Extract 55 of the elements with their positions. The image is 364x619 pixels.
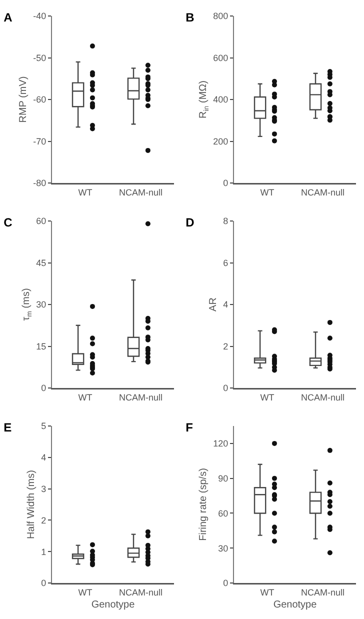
y-axis-title: Half Width (ms) (26, 470, 38, 539)
y-tick-label: 30 (218, 543, 228, 554)
y-tick-label: 4 (223, 300, 228, 310)
y-tick-label: 30 (36, 300, 46, 310)
chart-title: F (186, 420, 193, 434)
y-tick-label: -70 (33, 136, 46, 146)
x-tick-label: WT (78, 587, 93, 598)
x-tick-label: WT (78, 187, 93, 198)
x-axis-title: Genotype (91, 600, 136, 611)
chart-title: B (186, 10, 195, 24)
y-tick-label: -80 (33, 178, 46, 188)
x-tick-label: WT (260, 587, 275, 598)
y-tick-label: 0 (41, 578, 46, 588)
y-tick-label: 0 (223, 383, 228, 394)
chart-title: A (4, 10, 13, 24)
y-tick-label: 60 (218, 508, 228, 518)
y-tick-label: 45 (36, 258, 46, 268)
y-tick-label: 15 (36, 341, 46, 352)
y-tick-label: 4 (41, 452, 46, 463)
chart-title: E (4, 420, 12, 434)
y-tick-label: 8 (223, 216, 228, 226)
y-tick-label: 3 (41, 484, 46, 494)
y-tick-label: 2 (41, 515, 46, 526)
y-tick-label: 0 (41, 383, 46, 394)
x-tick-label: WT (260, 392, 275, 402)
y-tick-label: 600 (213, 52, 228, 63)
y-axis-title: AR (208, 298, 220, 312)
y-tick-label: 60 (36, 216, 46, 226)
x-tick-label: WT (78, 392, 93, 402)
x-tick-label: NCAM-null (118, 187, 162, 198)
y-tick-label: 120 (213, 438, 228, 449)
x-tick-label: WT (260, 187, 275, 198)
x-tick-label: NCAM-null (300, 587, 344, 598)
y-tick-label: -40 (33, 11, 46, 22)
y-tick-label: -60 (33, 94, 46, 105)
x-axis-title: Genotype (273, 600, 318, 611)
y-axis-title: Firing rate (sp/s) (198, 468, 210, 541)
x-tick-label: NCAM-null (300, 392, 344, 402)
y-tick-label: 800 (213, 11, 228, 22)
y-tick-label: 400 (213, 94, 228, 105)
chart-title: D (186, 215, 195, 230)
y-tick-label: 200 (213, 136, 228, 146)
y-tick-label: 6 (223, 258, 228, 268)
x-tick-label: NCAM-null (118, 392, 162, 402)
x-tick-label: NCAM-null (118, 587, 162, 598)
y-tick-label: 0 (223, 178, 228, 188)
y-tick-label: 2 (223, 341, 228, 352)
y-tick-label: 90 (218, 473, 228, 484)
y-tick-label: -50 (33, 52, 46, 63)
y-axis-title: RMP (mV) (18, 76, 30, 123)
x-tick-label: NCAM-null (300, 187, 344, 198)
chart-title: C (4, 215, 13, 230)
y-tick-label: 0 (223, 578, 228, 588)
y-tick-label: 5 (41, 421, 46, 432)
y-tick-label: 1 (41, 546, 46, 557)
